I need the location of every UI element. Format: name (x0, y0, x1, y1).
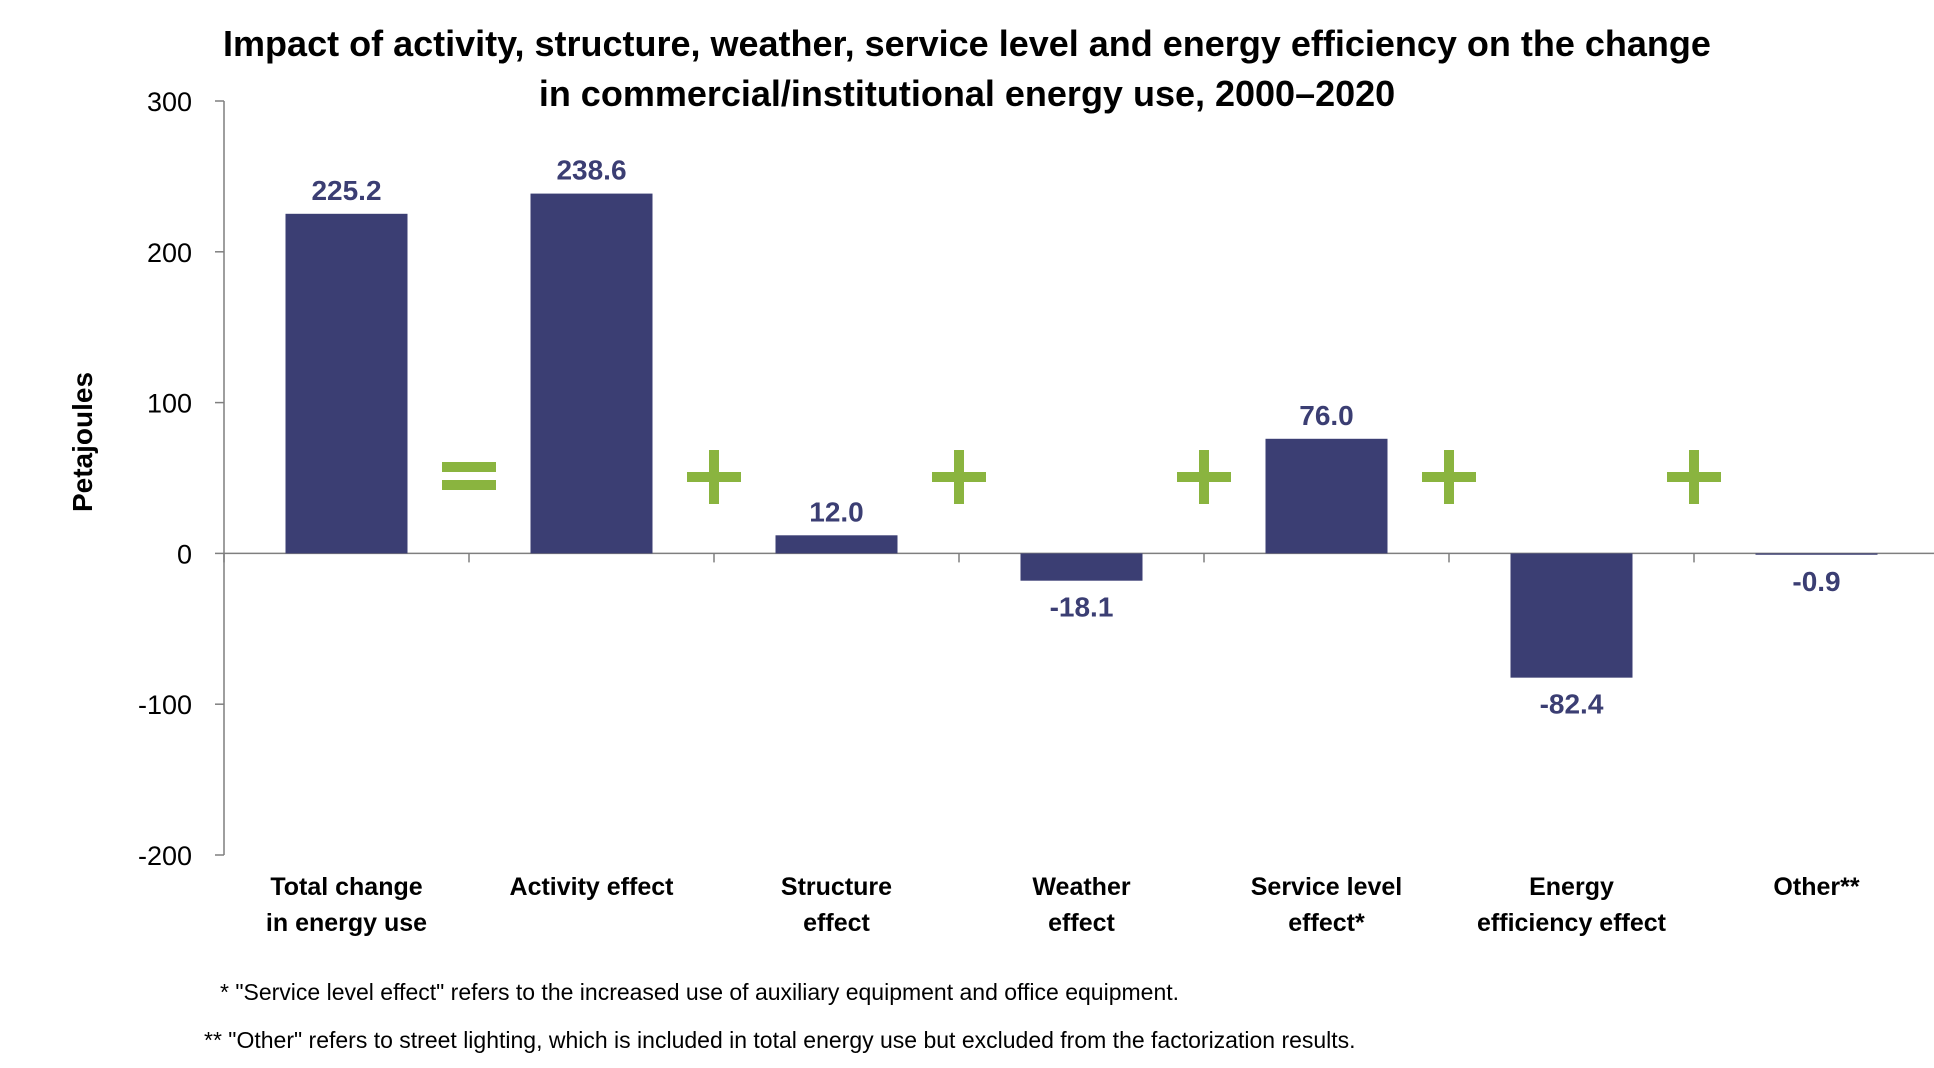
bar (1265, 438, 1388, 554)
data-label: -0.9 (1792, 566, 1840, 597)
bar (1020, 553, 1143, 581)
chart-title-line: Impact of activity, structure, weather, … (223, 23, 1711, 64)
x-category-label: in energy use (266, 909, 427, 937)
y-tick-label: 0 (177, 539, 192, 569)
bar (775, 535, 898, 554)
bar (1755, 553, 1878, 555)
plus-operator-icon (954, 450, 964, 504)
data-label: 238.6 (556, 155, 626, 186)
equals-operator-icon (442, 462, 496, 472)
bar (1510, 553, 1633, 678)
data-label: 76.0 (1299, 400, 1354, 431)
x-category-label: Structure (781, 873, 892, 901)
data-label: 12.0 (809, 496, 864, 527)
y-tick-label: -200 (138, 841, 192, 871)
x-category-label: Activity effect (510, 873, 675, 901)
y-tick-label: 100 (147, 389, 192, 419)
plus-operator-icon (709, 450, 719, 504)
x-category-label: Service level (1251, 873, 1403, 901)
equals-operator-icon (442, 480, 496, 490)
x-category-label: efficiency effect (1477, 909, 1667, 937)
plus-operator-icon (1689, 450, 1699, 504)
x-category-label: effect (803, 909, 870, 937)
x-category-label: Other** (1773, 873, 1859, 901)
y-tick-label: 200 (147, 238, 192, 268)
bar (285, 213, 408, 554)
plus-operator-icon (1199, 450, 1209, 504)
x-category-label: Total change (270, 873, 422, 901)
plus-operator-icon (1444, 450, 1454, 504)
data-label: -18.1 (1050, 592, 1114, 623)
x-category-label: effect* (1288, 909, 1365, 937)
x-category-label: Weather (1032, 873, 1130, 901)
x-category-label: Energy (1529, 873, 1614, 901)
y-tick-label: 300 (147, 87, 192, 117)
bar (530, 193, 653, 554)
data-label: -82.4 (1540, 689, 1604, 720)
y-tick-label: -100 (138, 690, 192, 720)
chart-title-line: in commercial/institutional energy use, … (539, 73, 1395, 114)
data-label: 225.2 (311, 175, 381, 206)
footnote-service-level: * "Service level effect" refers to the i… (220, 979, 1179, 1005)
x-category-label: effect (1048, 909, 1115, 937)
footnote-other: ** "Other" refers to street lighting, wh… (204, 1027, 1356, 1053)
y-axis-title: Petajoules (67, 372, 98, 512)
